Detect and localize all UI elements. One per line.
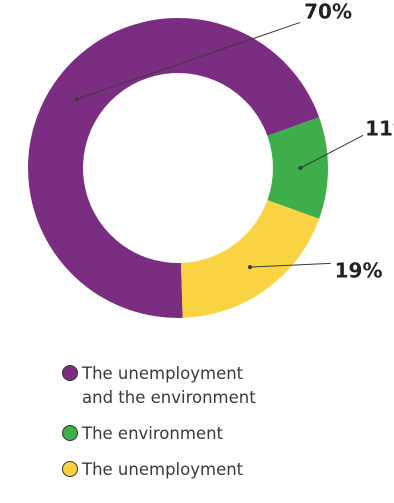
donut-slices [28,18,328,318]
leader-line [249,262,331,268]
slice-unemployment-and-environment [28,18,320,318]
donut-chart: 70% 11% 19% [28,0,394,318]
legend-item-unemployment-and-environment: The unemployment and the environment [62,362,392,410]
slice-labels: 70% 11% 19% [304,0,394,282]
leader-line [76,21,301,100]
slice-unemployment [180,200,320,318]
slice-environment [267,117,328,219]
legend-label: The environment [82,424,224,443]
legend-item-unemployment: The unemployment [62,458,392,482]
legend-swatch-yellow [62,461,78,477]
leader-dot [74,97,79,102]
legend-label: The unemployment and the environment [82,364,256,407]
legend-swatch-green [62,425,78,441]
legend-label: The unemployment [82,460,244,479]
leader-line [300,134,364,169]
legend: The unemployment and the environment The… [62,362,392,494]
legend-item-environment: The environment [62,422,392,446]
leader-dot [298,166,303,170]
leader-lines [74,21,364,270]
slice-label-environment: 11% [365,116,394,140]
legend-swatch-purple [62,365,78,381]
slice-label-unemployment-and-environment: 70% [304,0,352,23]
slice-label-unemployment: 19% [335,258,383,282]
leader-dot [248,265,253,270]
